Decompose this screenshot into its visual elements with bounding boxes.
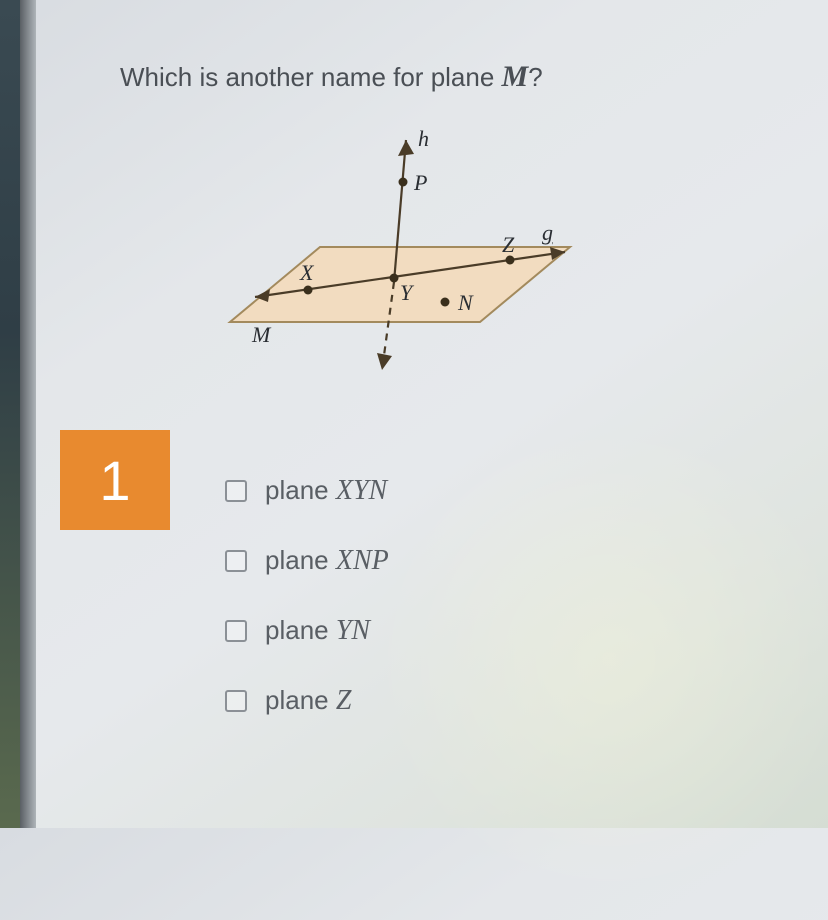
label-X: X (299, 260, 315, 285)
question-text: Which is another name for plane M? (120, 60, 808, 94)
option-3[interactable]: plane YN (225, 615, 389, 647)
question-prefix: Which is another name for plane (120, 62, 502, 92)
geometry-diagram: h P X Y Z g N M (170, 122, 600, 382)
checkbox-icon[interactable] (225, 620, 247, 642)
point-X (304, 286, 313, 295)
label-P: P (413, 170, 427, 195)
question-number-badge: 1 (60, 430, 170, 530)
screen-edge-strip (0, 0, 20, 828)
label-N: N (457, 290, 474, 315)
checkbox-icon[interactable] (225, 690, 247, 712)
checkbox-icon[interactable] (225, 550, 247, 572)
checkbox-icon[interactable] (225, 480, 247, 502)
option-1-text: plane XYN (265, 475, 387, 507)
option-4[interactable]: plane Z (225, 685, 389, 717)
label-Z: Z (502, 232, 515, 257)
label-g: g (542, 220, 553, 245)
answer-options: plane XYN plane XNP plane YN plane Z (225, 475, 389, 717)
option-1[interactable]: plane XYN (225, 475, 389, 507)
question-number: 1 (99, 448, 130, 513)
point-Y (390, 274, 399, 283)
option-3-text: plane YN (265, 615, 370, 647)
option-2-text: plane XNP (265, 545, 389, 577)
question-suffix: ? (528, 62, 542, 92)
arrow-h-top (398, 140, 414, 156)
label-h: h (418, 126, 429, 151)
point-P (399, 178, 408, 187)
screen-edge-strip-2 (20, 0, 36, 828)
arrow-h-bottom (377, 353, 392, 370)
option-4-text: plane Z (265, 685, 351, 717)
option-2[interactable]: plane XNP (225, 545, 389, 577)
label-M: M (251, 322, 272, 347)
point-N (441, 298, 450, 307)
question-content: Which is another name for plane M? h P (60, 0, 808, 828)
question-variable: M (502, 60, 529, 93)
